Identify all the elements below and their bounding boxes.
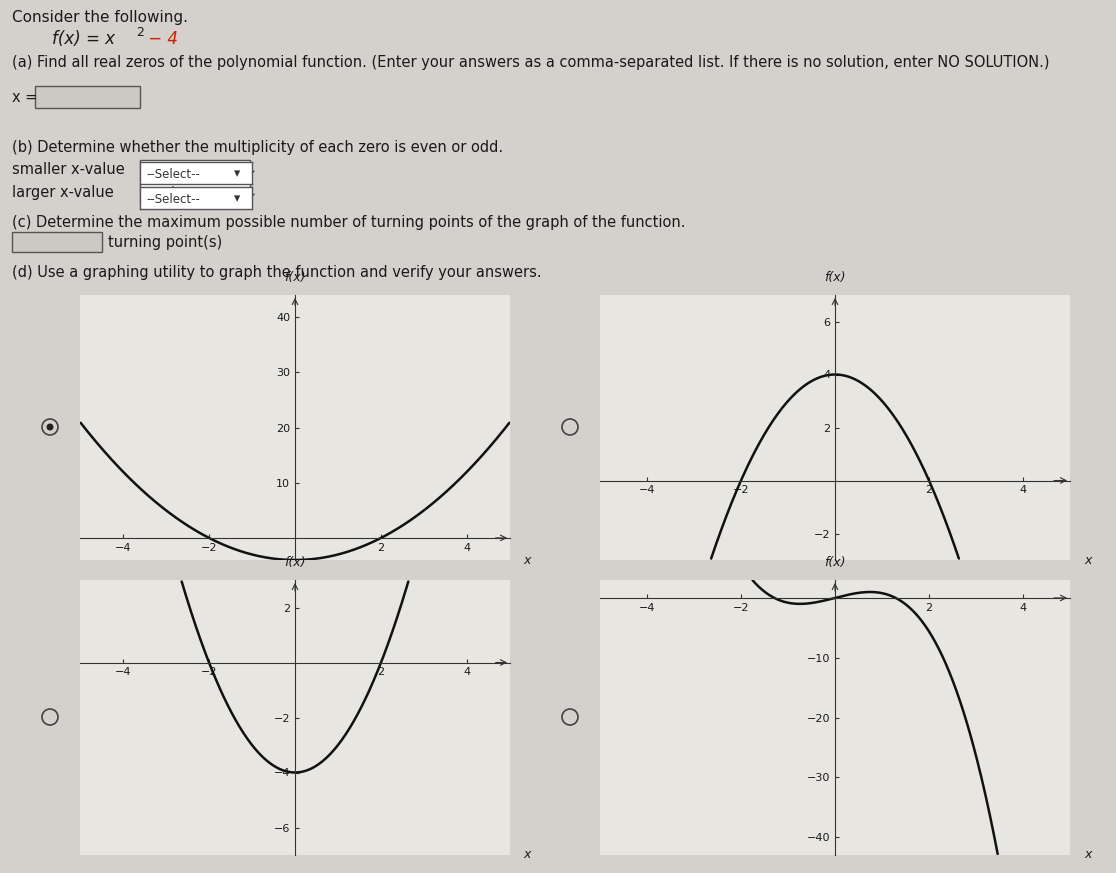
Text: f(x) = x: f(x) = x	[52, 30, 115, 48]
Text: x: x	[523, 849, 530, 862]
FancyBboxPatch shape	[140, 183, 250, 203]
Circle shape	[47, 423, 54, 430]
Text: --Select--: --Select--	[146, 193, 201, 206]
Text: ⌄: ⌄	[246, 163, 257, 177]
Text: (b) Determine whether the multiplicity of each zero is even or odd.: (b) Determine whether the multiplicity o…	[12, 140, 503, 155]
Text: --Select--: --Select--	[146, 168, 201, 181]
Text: f(x): f(x)	[825, 556, 846, 569]
Text: f(x): f(x)	[285, 556, 306, 569]
Text: larger x-value: larger x-value	[12, 185, 114, 200]
Text: (a) Find all real zeros of the polynomial function. (Enter your answers as a com: (a) Find all real zeros of the polynomia…	[12, 55, 1049, 70]
FancyBboxPatch shape	[35, 86, 140, 108]
Text: 2: 2	[136, 26, 144, 39]
Text: ⌄: ⌄	[246, 186, 257, 200]
Text: --Select--: --Select--	[145, 186, 205, 199]
Text: --Select--: --Select--	[145, 163, 205, 176]
Text: − 4: − 4	[143, 30, 177, 48]
Text: ▾: ▾	[234, 168, 241, 181]
FancyBboxPatch shape	[140, 160, 250, 180]
Text: smaller x-value: smaller x-value	[12, 162, 125, 177]
Text: (c) Determine the maximum possible number of turning points of the graph of the : (c) Determine the maximum possible numbe…	[12, 215, 685, 230]
Text: (d) Use a graphing utility to graph the function and verify your answers.: (d) Use a graphing utility to graph the …	[12, 265, 541, 280]
Text: turning point(s): turning point(s)	[108, 235, 222, 250]
FancyBboxPatch shape	[12, 232, 102, 252]
Text: f(x): f(x)	[825, 272, 846, 285]
Text: x: x	[1084, 553, 1091, 567]
Text: x =: x =	[12, 90, 37, 105]
Text: Consider the following.: Consider the following.	[12, 10, 187, 25]
Text: f(x): f(x)	[285, 272, 306, 285]
Text: x: x	[523, 553, 530, 567]
Text: ▾: ▾	[234, 193, 241, 206]
Text: x: x	[1084, 849, 1091, 862]
